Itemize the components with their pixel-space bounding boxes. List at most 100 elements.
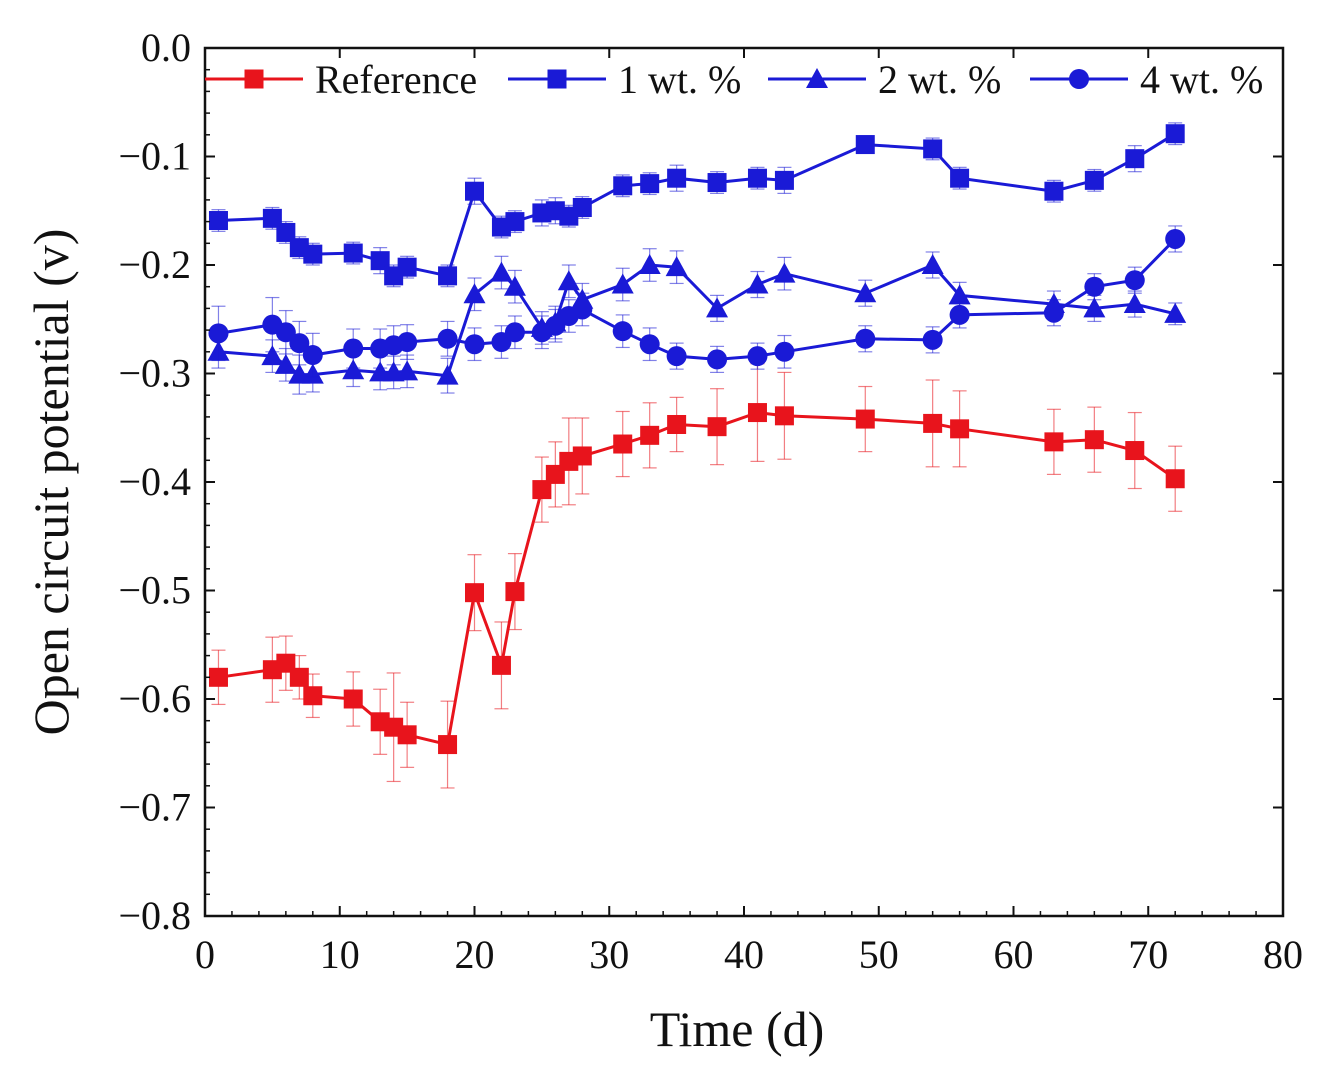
data-point (665, 256, 688, 277)
data-point (707, 173, 727, 193)
data-point (289, 333, 310, 354)
data-point (707, 417, 727, 437)
data-point (1044, 181, 1064, 201)
data-point (572, 446, 592, 466)
data-point (639, 334, 660, 355)
data-point (746, 273, 769, 294)
data-point (503, 275, 526, 296)
data-point (948, 284, 971, 305)
x-tick-label: 0 (195, 932, 215, 977)
legend-marker (547, 69, 567, 89)
data-point (343, 338, 364, 359)
data-point (640, 425, 660, 445)
legend-label: 1 wt. % (618, 57, 741, 102)
legend-label: 2 wt. % (878, 57, 1001, 102)
data-point (303, 686, 323, 706)
x-tick-label: 40 (724, 932, 764, 977)
data-point (437, 328, 458, 349)
data-point (208, 211, 228, 231)
x-tick-label: 10 (320, 932, 360, 977)
data-point (397, 257, 417, 277)
legend-marker (806, 68, 828, 88)
data-point (921, 254, 944, 274)
legend-item: Reference (205, 57, 477, 102)
data-point (922, 329, 943, 350)
data-point (667, 414, 687, 434)
data-point (532, 480, 552, 500)
data-point (465, 583, 484, 603)
y-tick-label: −0.1 (118, 134, 191, 179)
data-point (774, 406, 794, 426)
data-point (1165, 228, 1186, 249)
data-point (747, 403, 767, 423)
data-point (289, 667, 309, 687)
x-tick-label: 30 (589, 932, 629, 977)
data-point (342, 359, 365, 380)
data-point (208, 667, 228, 687)
x-tick-label: 20 (455, 932, 495, 977)
data-point (707, 349, 728, 370)
legend-label: 4 wt. % (1140, 57, 1263, 102)
data-point (1164, 302, 1187, 323)
data-point (1084, 276, 1105, 297)
data-point (1083, 297, 1106, 318)
data-point (1125, 149, 1145, 169)
y-tick-label: −0.5 (118, 568, 191, 613)
y-tick-label: −0.6 (118, 676, 191, 721)
data-point (302, 345, 323, 366)
data-point (773, 262, 796, 283)
data-point (261, 345, 284, 366)
data-point (640, 174, 660, 194)
data-point (613, 176, 633, 196)
data-point (397, 725, 417, 745)
data-point (774, 170, 794, 190)
data-point (504, 322, 525, 343)
y-tick-label: 0.0 (141, 25, 191, 70)
data-point (747, 168, 767, 188)
data-point (505, 582, 525, 602)
data-point (343, 243, 363, 263)
y-tick-label: −0.4 (118, 459, 191, 504)
y-tick-label: −0.3 (118, 351, 191, 396)
data-point (438, 735, 458, 755)
series-4 (208, 225, 1186, 378)
y-tick-label: −0.2 (118, 242, 191, 287)
legend: Reference 1 wt. % 2 wt. % 4 wt. % (205, 57, 1263, 102)
data-point (343, 689, 363, 709)
data-point (463, 283, 486, 304)
data-point (208, 323, 229, 344)
data-point (1043, 302, 1064, 323)
data-point (1165, 124, 1185, 144)
x-axis-title: Time (d) (650, 1001, 825, 1057)
data-point (611, 273, 634, 294)
y-axis-title: Open circuit potential (v) (23, 229, 79, 736)
data-point (505, 212, 525, 232)
data-point (465, 181, 484, 201)
ticks-layer: 0 10 20 30 40 50 60 70 80 0.0 −0.1 −0.2 −0.3 −0.4 −0.5… (118, 25, 1303, 977)
data-point (557, 270, 580, 291)
data-point (666, 346, 687, 367)
legend-label: Reference (315, 57, 477, 102)
data-point (667, 168, 687, 188)
data-point (950, 168, 970, 188)
data-point (490, 261, 513, 282)
data-point (1165, 469, 1185, 489)
data-point (276, 222, 296, 242)
data-point (397, 332, 418, 353)
data-point (923, 413, 943, 433)
data-point (706, 297, 729, 318)
plot-layer (207, 122, 1187, 789)
x-tick-label: 50 (859, 932, 899, 977)
data-point (855, 409, 875, 429)
data-point (436, 364, 459, 385)
legend-item: 2 wt. % (768, 57, 1001, 102)
data-point (396, 360, 419, 381)
data-point (854, 282, 877, 303)
data-point (855, 328, 876, 349)
data-point (1124, 270, 1145, 291)
series-1 (208, 363, 1185, 789)
legend-item: 4 wt. % (1030, 57, 1263, 102)
data-point (950, 419, 970, 439)
data-point (774, 341, 795, 362)
